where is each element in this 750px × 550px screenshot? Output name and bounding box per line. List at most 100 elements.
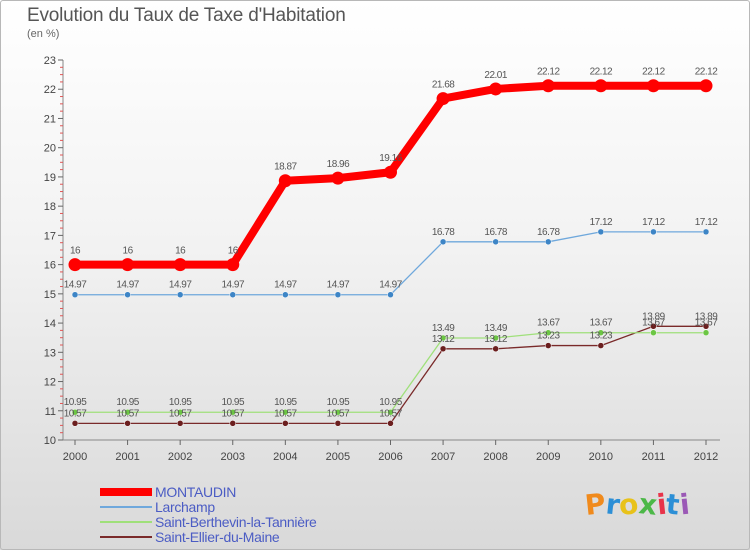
data-label: 14.97 <box>169 280 192 291</box>
data-point <box>439 334 447 342</box>
data-label: 16.78 <box>432 227 455 238</box>
data-label: 13.12 <box>432 334 455 345</box>
data-label: 16.78 <box>484 227 507 238</box>
data-label: 10.57 <box>327 408 350 419</box>
legend-label: Larchamp <box>155 498 215 515</box>
data-label: 10.95 <box>221 397 244 408</box>
data-point <box>597 329 605 336</box>
data-label: 10.57 <box>64 408 87 419</box>
data-point <box>173 258 187 272</box>
data-point <box>387 291 394 298</box>
data-label: 13.23 <box>537 331 560 342</box>
x-tick-label: 2001 <box>115 451 139 463</box>
data-label: 22.01 <box>484 70 507 81</box>
data-point <box>71 408 79 416</box>
legend-item: Saint-Berthevin-la-Tannière <box>100 514 317 530</box>
data-point <box>702 228 710 236</box>
x-tick-label: 2007 <box>431 451 455 463</box>
data-label: 16 <box>175 246 186 257</box>
data-point <box>597 342 605 349</box>
data-label: 10.95 <box>64 397 87 408</box>
y-tick-label: 19 <box>44 172 56 184</box>
data-point <box>597 228 605 236</box>
data-label: 10.95 <box>327 397 350 408</box>
data-label: 13.89 <box>642 311 665 322</box>
data-label: 22.12 <box>695 67 718 78</box>
data-point <box>229 408 236 416</box>
data-label: 21.68 <box>432 80 455 91</box>
y-tick-label: 13 <box>44 347 56 359</box>
x-tick-label: 2009 <box>536 451 560 463</box>
data-label: 22.12 <box>642 67 665 78</box>
chart-subtitle: (en %) <box>27 28 60 40</box>
data-label: 14.97 <box>64 280 87 291</box>
data-label: 14.97 <box>221 280 244 291</box>
data-point <box>124 420 131 427</box>
proxiti-logo: Proxiti <box>583 487 691 522</box>
data-point <box>650 329 657 336</box>
data-point <box>229 291 236 298</box>
data-point <box>176 408 184 416</box>
data-label: 16 <box>70 246 81 257</box>
data-label: 10.57 <box>169 408 192 419</box>
data-point <box>436 92 450 106</box>
data-point <box>489 82 503 96</box>
legend-swatch <box>100 505 152 508</box>
data-label: 10.57 <box>221 408 244 419</box>
y-tick-label: 16 <box>44 260 56 272</box>
data-point <box>278 174 292 188</box>
y-tick-label: 20 <box>44 143 56 155</box>
data-point <box>492 334 499 342</box>
data-label: 13.49 <box>432 323 455 334</box>
data-point <box>702 323 710 330</box>
data-label: 13.67 <box>695 318 718 329</box>
legend-swatch <box>100 520 152 523</box>
x-tick-label: 2000 <box>63 451 87 463</box>
x-tick-label: 2008 <box>483 451 507 463</box>
data-label: 17.12 <box>590 217 613 228</box>
data-point <box>226 258 240 272</box>
line-chart: 10 11 12 13 14 15 16 17 18 19 20 21 22 23 2000 2001 2002… <box>44 55 720 463</box>
data-label: 14.97 <box>379 280 402 291</box>
x-tick-label: 2011 <box>642 451 666 463</box>
data-label: 13.67 <box>590 318 613 329</box>
x-tick-label: 2003 <box>221 451 245 463</box>
data-point <box>387 420 394 427</box>
data-point <box>71 291 79 298</box>
data-point <box>229 420 236 427</box>
data-label: 13.67 <box>642 318 665 329</box>
data-point <box>545 342 552 349</box>
data-point <box>439 345 447 353</box>
data-point <box>176 420 184 427</box>
legend: MONTAUDIN Larchamp Saint-Berthevin-la-Tann… <box>100 484 317 545</box>
x-tick-label: 2006 <box>378 451 402 463</box>
data-point <box>124 291 131 298</box>
data-point <box>702 329 710 336</box>
y-tick-label: 14 <box>44 318 56 330</box>
data-label: 16 <box>228 246 239 257</box>
data-point <box>124 408 131 416</box>
data-label: 17.12 <box>642 217 665 228</box>
y-tick-label: 23 <box>44 55 56 67</box>
data-label: 14.97 <box>274 280 297 291</box>
data-label: 22.12 <box>537 67 560 78</box>
data-point <box>331 171 345 185</box>
chart-title: Evolution du Taux de Taxe d'Habitation <box>27 5 346 26</box>
data-point <box>545 329 552 336</box>
data-label: 13.89 <box>695 311 718 322</box>
data-point <box>71 420 79 427</box>
data-label: 10.57 <box>274 408 297 419</box>
data-point <box>699 79 713 93</box>
data-point <box>334 291 342 298</box>
legend-item: MONTAUDIN <box>100 484 317 500</box>
data-point <box>650 228 657 236</box>
data-label: 18.87 <box>274 162 297 173</box>
data-point <box>387 408 394 416</box>
data-label: 16 <box>123 246 134 257</box>
data-point <box>545 238 552 246</box>
data-point <box>492 345 499 353</box>
y-tick-label: 21 <box>44 113 56 125</box>
y-tick-label: 10 <box>44 435 56 447</box>
data-label: 10.95 <box>274 397 297 408</box>
data-label: 18.96 <box>327 159 350 170</box>
